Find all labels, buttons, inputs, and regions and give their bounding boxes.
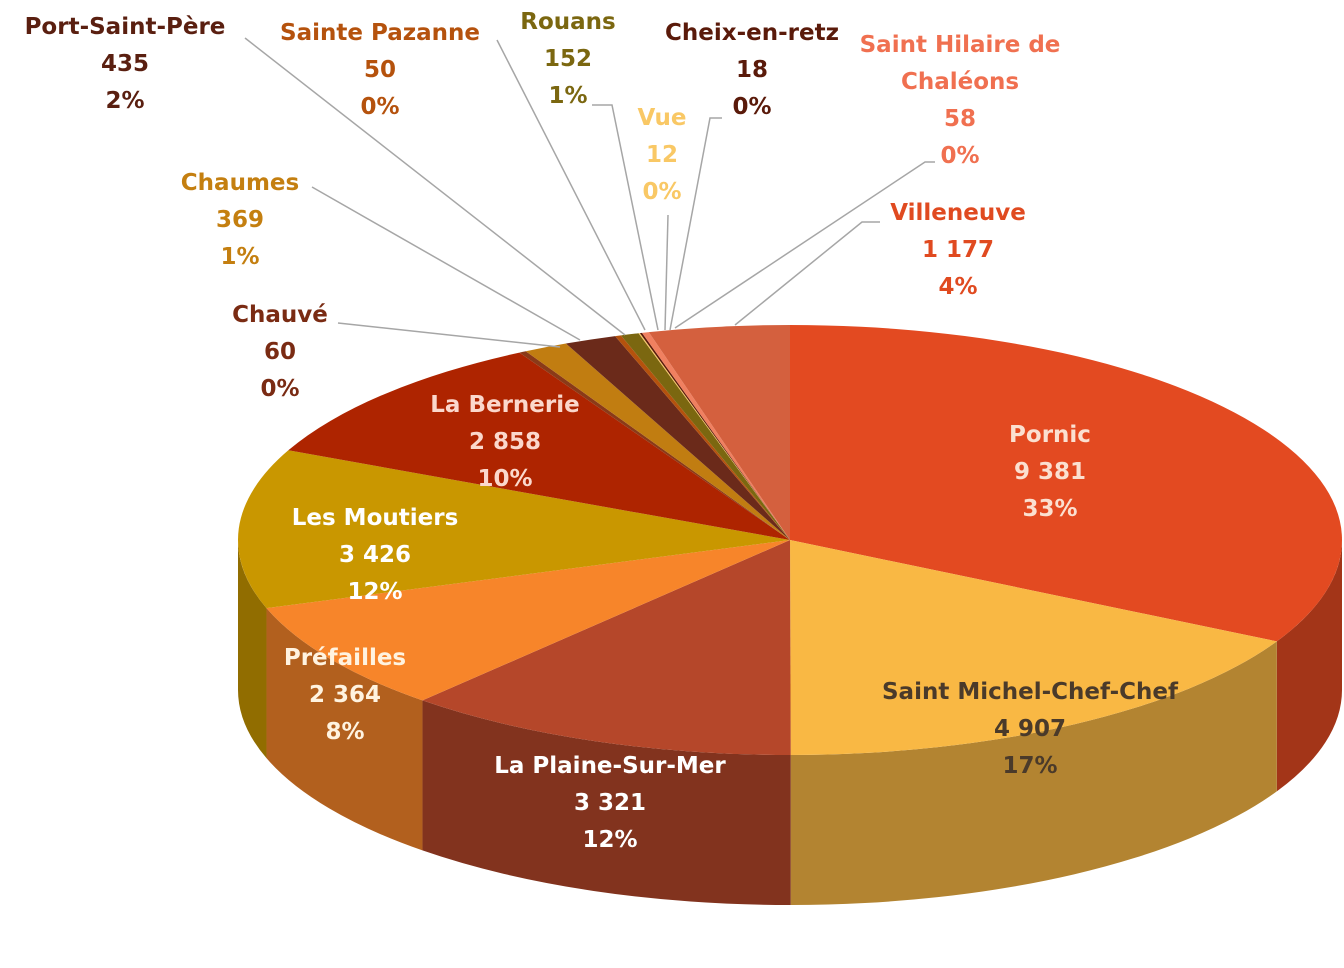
label-value: 4 907 xyxy=(993,716,1067,742)
label-name: Sainte Pazanne xyxy=(280,20,480,46)
label-value: 3 321 xyxy=(573,790,647,816)
label-percent: 33% xyxy=(1022,496,1078,522)
label-percent: 1% xyxy=(548,83,588,109)
label-percent: 8% xyxy=(325,719,365,745)
label-value: 60 xyxy=(263,339,296,365)
leader-line xyxy=(734,221,880,326)
leader-line xyxy=(592,104,659,331)
label-value: 2 858 xyxy=(468,429,542,455)
label-value: 58 xyxy=(943,106,976,132)
slice xyxy=(565,336,790,540)
label-name: La Bernerie xyxy=(430,392,580,418)
label-name: Préfailles xyxy=(283,645,407,671)
data-label: Chaumes 369 1% xyxy=(160,165,320,276)
label-percent: 0% xyxy=(940,143,980,169)
label-name: Villeneuve xyxy=(890,200,1026,226)
label-percent: 4% xyxy=(938,274,978,300)
slice-side xyxy=(422,700,791,906)
label-percent: 17% xyxy=(1002,753,1058,779)
label-value: 9 381 xyxy=(1013,459,1087,485)
data-label: Saint Hilaire de Chaléons 58 0% xyxy=(830,27,1090,175)
slice xyxy=(638,333,790,540)
label-value: 1 177 xyxy=(921,237,995,263)
slice xyxy=(790,325,1342,642)
slice xyxy=(237,450,791,609)
data-label: Villeneuve 1 177 4% xyxy=(858,195,1058,306)
label-value: 152 xyxy=(543,46,592,72)
data-label: La Bernerie 2 858 10% xyxy=(405,387,605,498)
slice xyxy=(639,332,790,540)
slice xyxy=(615,335,790,540)
slice xyxy=(790,540,1277,755)
label-value: 435 xyxy=(100,51,149,77)
slice xyxy=(648,325,790,540)
label-value: 18 xyxy=(735,57,768,83)
label-percent: 2% xyxy=(105,88,145,114)
label-percent: 12% xyxy=(347,579,403,605)
data-label: Sainte Pazanne 50 0% xyxy=(260,15,500,126)
label-name: Port-Saint-Père xyxy=(24,14,226,40)
slice xyxy=(525,343,790,540)
slice-side xyxy=(266,608,423,851)
label-name: La Plaine-Sur-Mer xyxy=(494,753,726,779)
data-label: Port-Saint-Père 435 2% xyxy=(0,9,250,120)
label-name: Vue xyxy=(637,105,687,131)
leader-line xyxy=(244,37,626,336)
leader-line xyxy=(496,39,646,331)
data-label: Pornic 9 381 33% xyxy=(930,417,1170,528)
slice xyxy=(519,351,790,540)
label-percent: 10% xyxy=(477,466,533,492)
data-label: Saint Michel-Chef-Chef 4 907 17% xyxy=(850,674,1210,785)
data-label: Les Moutiers 3 426 12% xyxy=(265,500,485,611)
data-label: Cheix-en-retz 18 0% xyxy=(652,15,852,126)
slice xyxy=(642,332,790,540)
label-name: Saint Michel-Chef-Chef xyxy=(881,679,1178,705)
label-name: Pornic xyxy=(1009,422,1091,448)
label-percent: 12% xyxy=(582,827,638,853)
label-percent: 0% xyxy=(732,94,772,120)
leader-line xyxy=(674,161,935,329)
label-percent: 1% xyxy=(220,244,260,270)
slice xyxy=(620,333,790,540)
label-name: Chauvé xyxy=(232,302,328,328)
slice-side xyxy=(790,641,1277,905)
label-value: 369 xyxy=(215,207,264,233)
label-name: Les Moutiers xyxy=(291,505,459,531)
data-label: Chauvé 60 0% xyxy=(200,297,360,408)
label-percent: 0% xyxy=(642,179,682,205)
data-label: Vue 12 0% xyxy=(622,100,702,211)
slice-side xyxy=(238,540,267,759)
label-name: Cheix-en-retz xyxy=(665,20,839,46)
data-label: Préfailles 2 364 8% xyxy=(245,640,445,751)
leader-line xyxy=(311,186,581,341)
slice xyxy=(288,352,790,540)
data-label: La Plaine-Sur-Mer 3 321 12% xyxy=(460,748,760,859)
leader-line xyxy=(664,214,669,331)
label-name: Chaumes xyxy=(180,170,300,196)
leader-line xyxy=(669,117,722,331)
leader-line xyxy=(337,322,561,348)
slice xyxy=(422,540,791,755)
label-value: 50 xyxy=(363,57,396,83)
label-value: 12 xyxy=(645,142,678,168)
label-name: Rouans xyxy=(520,9,616,35)
slice-side xyxy=(1276,540,1342,792)
label-name: Saint Hilaire de Chaléons xyxy=(859,32,1061,95)
label-percent: 0% xyxy=(360,94,400,120)
data-label: Rouans 152 1% xyxy=(508,4,628,115)
label-value: 3 426 xyxy=(338,542,412,568)
label-percent: 0% xyxy=(260,376,300,402)
label-value: 2 364 xyxy=(308,682,382,708)
slice xyxy=(266,540,790,701)
